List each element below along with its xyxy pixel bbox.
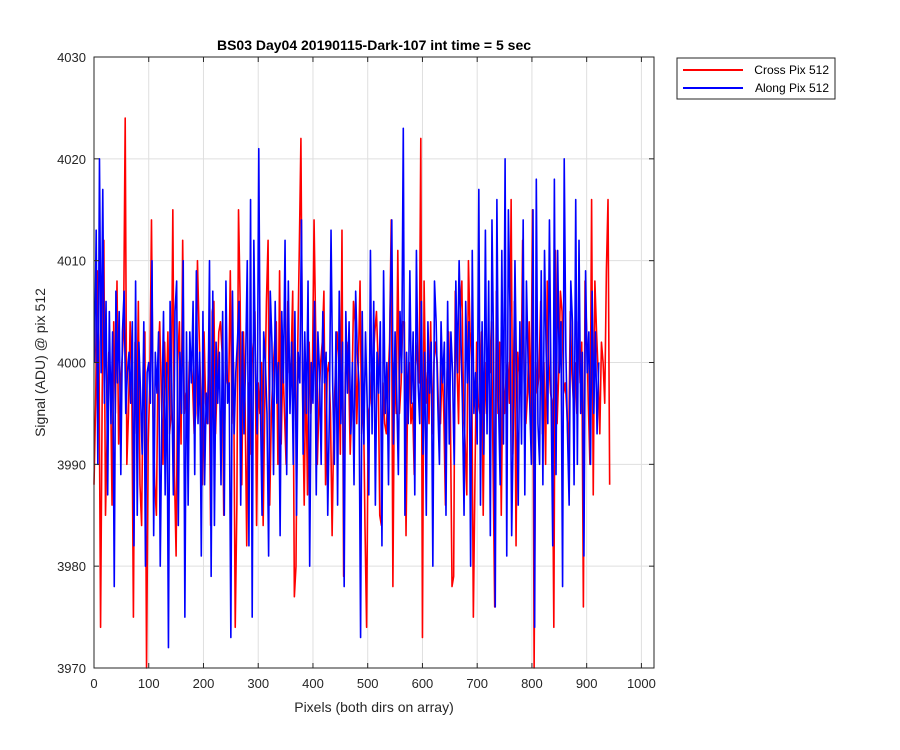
x-tick-label: 700 [466,676,488,691]
series-line-along-pix [93,127,600,649]
x-tick-label: 500 [357,676,379,691]
y-tick-label: 3980 [57,559,86,574]
legend-label-cross-pix: Cross Pix 512 [754,63,829,77]
y-tick-label: 3970 [57,661,86,676]
legend-box [676,57,836,100]
x-tick-label: 100 [138,676,160,691]
y-tick-label: 4000 [57,356,86,371]
x-tick-label: 800 [521,676,543,691]
y-axis-label: Signal (ADU) @ pix 512 [32,288,48,437]
y-tick-label: 4010 [57,254,86,269]
legend: Cross Pix 512 Along Pix 512 [676,57,836,100]
y-tick-label: 4020 [57,152,86,167]
x-axis: 0 100 200 300 400 500 600 700 800 900 1000 [90,57,656,691]
x-tick-label: 300 [247,676,269,691]
x-tick-label: 600 [412,676,434,691]
x-axis-label: Pixels (both dirs on array) [294,699,454,715]
x-tick-label: 0 [90,676,97,691]
y-tick-label: 4030 [57,50,86,65]
x-tick-label: 400 [302,676,324,691]
legend-label-along-pix: Along Pix 512 [755,81,829,95]
x-tick-label: 200 [193,676,215,691]
series-layer [93,117,611,669]
chart-title: BS03 Day04 20190115-Dark-107 int time = … [217,37,531,53]
x-tick-label: 1000 [627,676,656,691]
y-tick-label: 3990 [57,457,86,472]
x-tick-label: 900 [576,676,598,691]
y-axis: 3970 3980 3990 4000 4010 4020 4030 [57,50,654,676]
